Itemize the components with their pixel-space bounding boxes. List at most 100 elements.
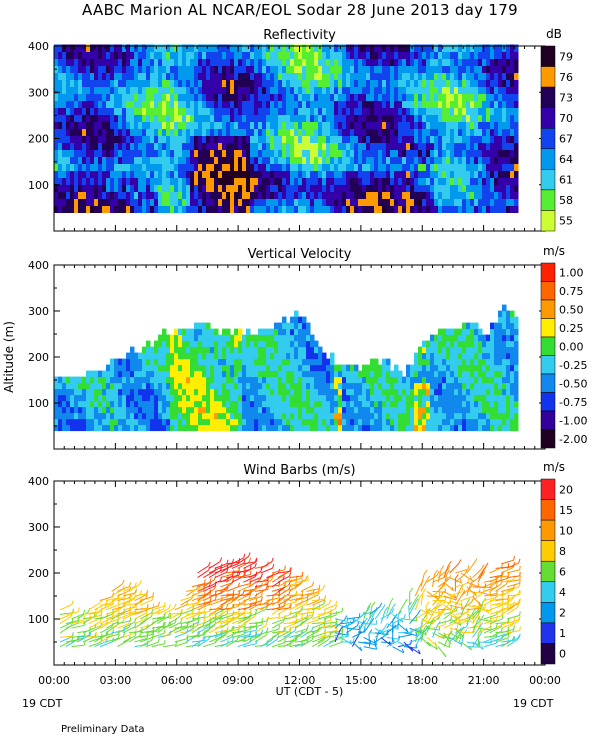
- velocity-cell: [322, 406, 327, 414]
- reflectivity-cell: [174, 163, 179, 171]
- reflectivity-cell: [326, 93, 331, 101]
- reflectivity-cell: [114, 135, 119, 143]
- reflectivity-cell: [202, 156, 207, 164]
- reflectivity-cell: [210, 191, 215, 199]
- velocity-cell: [458, 334, 463, 342]
- velocity-cell: [498, 340, 503, 348]
- velocity-cell: [114, 424, 119, 432]
- reflectivity-cell: [326, 79, 331, 87]
- velocity-cell: [302, 418, 307, 426]
- reflectivity-cell: [478, 51, 483, 59]
- reflectivity-cell: [182, 65, 187, 73]
- velocity-cell: [478, 340, 483, 348]
- velocity-cell: [286, 364, 291, 372]
- reflectivity-cell: [514, 51, 519, 59]
- reflectivity-cell: [398, 149, 403, 157]
- reflectivity-cell: [346, 170, 351, 178]
- velocity-cell: [422, 388, 427, 396]
- reflectivity-cell: [466, 128, 471, 136]
- velocity-cell: [282, 388, 287, 396]
- reflectivity-cell: [258, 58, 263, 66]
- reflectivity-cell: [106, 163, 111, 171]
- reflectivity-cell: [118, 44, 123, 52]
- velocity-cell: [78, 382, 83, 390]
- velocity-cell: [306, 328, 311, 336]
- reflectivity-cell: [426, 86, 431, 94]
- reflectivity-cell: [286, 205, 291, 213]
- reflectivity-cell: [494, 44, 499, 52]
- reflectivity-cell: [142, 142, 147, 150]
- colorbar-swatch: [540, 336, 556, 356]
- velocity-cell: [366, 424, 371, 432]
- wind-barb: [65, 611, 79, 615]
- velocity-cell: [334, 424, 339, 432]
- reflectivity-cell: [270, 44, 275, 52]
- reflectivity-cell: [478, 58, 483, 66]
- reflectivity-cell: [302, 191, 307, 199]
- reflectivity-cell: [506, 72, 511, 80]
- velocity-cell: [514, 334, 519, 342]
- reflectivity-cell: [450, 121, 455, 129]
- velocity-cell: [250, 370, 255, 378]
- velocity-cell: [454, 412, 459, 420]
- reflectivity-cell: [330, 65, 335, 73]
- velocity-cell: [394, 406, 399, 414]
- reflectivity-cell: [470, 128, 475, 136]
- velocity-cell: [106, 364, 111, 372]
- velocity-cell: [382, 394, 387, 402]
- wind-barb: [134, 627, 147, 634]
- reflectivity-cell: [402, 86, 407, 94]
- velocity-cell: [442, 370, 447, 378]
- reflectivity-cell: [482, 156, 487, 164]
- velocity-cell: [154, 400, 159, 408]
- reflectivity-cell: [390, 79, 395, 87]
- reflectivity-cell: [222, 51, 227, 59]
- reflectivity-cell: [110, 93, 115, 101]
- velocity-cell: [242, 376, 247, 384]
- velocity-cell: [494, 370, 499, 378]
- reflectivity-cell: [342, 142, 347, 150]
- reflectivity-cell: [366, 198, 371, 206]
- reflectivity-cell: [170, 86, 175, 94]
- reflectivity-cell: [94, 86, 99, 94]
- velocity-cell: [366, 382, 371, 390]
- reflectivity-cell: [270, 163, 275, 171]
- reflectivity-cell: [222, 44, 227, 52]
- reflectivity-cell: [218, 177, 223, 185]
- velocity-cell: [294, 310, 299, 318]
- reflectivity-cell: [278, 114, 283, 122]
- reflectivity-cell: [198, 107, 203, 115]
- velocity-cell: [98, 406, 103, 414]
- velocity-cell: [282, 352, 287, 360]
- reflectivity-cell: [506, 121, 511, 129]
- reflectivity-cell: [398, 156, 403, 164]
- reflectivity-cell: [466, 177, 471, 185]
- reflectivity-cell: [394, 163, 399, 171]
- velocity-cell: [474, 334, 479, 342]
- velocity-cell: [470, 424, 475, 432]
- velocity-cell: [162, 364, 167, 372]
- reflectivity-cell: [338, 149, 343, 157]
- reflectivity-cell: [206, 198, 211, 206]
- reflectivity-cell: [110, 156, 115, 164]
- velocity-cell: [466, 346, 471, 354]
- reflectivity-cell: [290, 107, 295, 115]
- velocity-cell: [126, 424, 131, 432]
- reflectivity-cell: [374, 205, 379, 213]
- velocity-cell: [322, 412, 327, 420]
- velocity-cell: [314, 424, 319, 432]
- reflectivity-cell: [154, 51, 159, 59]
- reflectivity-cell: [454, 86, 459, 94]
- velocity-cell: [354, 376, 359, 384]
- reflectivity-cell: [94, 114, 99, 122]
- velocity-cell: [434, 382, 439, 390]
- velocity-cell: [102, 400, 107, 408]
- velocity-cell: [450, 406, 455, 414]
- velocity-cell: [482, 364, 487, 372]
- velocity-cell: [414, 424, 419, 432]
- reflectivity-cell: [510, 58, 515, 66]
- reflectivity-cell: [66, 191, 71, 199]
- reflectivity-cell: [398, 177, 403, 185]
- reflectivity-cell: [486, 184, 491, 192]
- reflectivity-cell: [222, 86, 227, 94]
